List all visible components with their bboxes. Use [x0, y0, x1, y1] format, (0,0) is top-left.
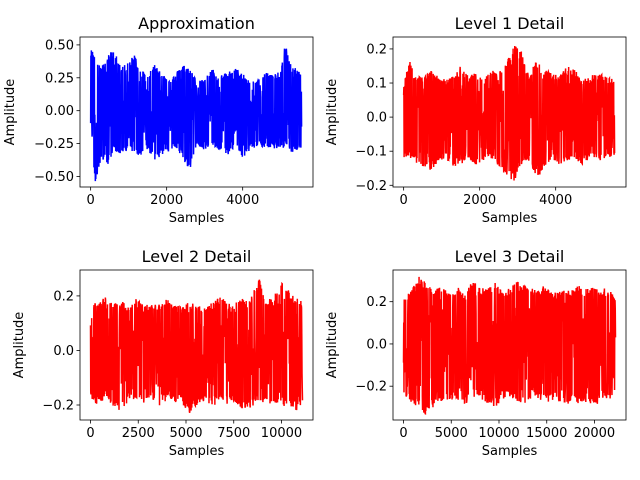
x-axis-label: Samples [169, 444, 225, 459]
subplot-title: Level 1 Detail [455, 14, 565, 33]
axes-frame [79, 36, 314, 188]
x-tick-label: 15000 [526, 426, 567, 441]
subplot-3: 0 2500 5000 7500 10000 −0.2 0.0 0.2 Level 2 Deta… [12, 247, 314, 459]
x-tick-label: 4000 [539, 193, 572, 208]
y-tick-label: −0.2 [355, 179, 387, 194]
y-tick-label: 0.2 [366, 42, 387, 57]
y-axis-label: Amplitude [12, 312, 27, 379]
y-tick-label: −0.2 [42, 399, 74, 414]
y-axis-label: Amplitude [3, 79, 18, 146]
x-tick-label: 4000 [226, 193, 259, 208]
subplot-grid: 0 2000 4000−0.50−0.250.000.250.50Approxima… [3, 14, 627, 459]
x-tick-label: 10000 [478, 426, 519, 441]
axes-frame [392, 36, 627, 188]
x-tick-label: 5000 [169, 426, 202, 441]
x-tick-label: 0 [87, 193, 95, 208]
subplot-1: 0 2000 4000 −0.50 −0.25 0.00 0.25 0.50 Approxima… [3, 14, 314, 226]
x-axis-label: Samples [482, 444, 538, 459]
y-tick-label: 0.2 [53, 289, 74, 304]
y-tick-label: −0.50 [34, 170, 74, 185]
x-tick-label: 7500 [217, 426, 250, 441]
y-tick-label: 0.00 [45, 104, 74, 119]
series-line [402, 276, 617, 415]
x-tick-label: 2000 [150, 193, 183, 208]
y-axis-label: Amplitude [325, 79, 340, 146]
y-axis-label: Amplitude [325, 312, 340, 379]
y-tick-label: −0.2 [355, 380, 387, 395]
y-tick-label: 0.50 [45, 38, 74, 53]
y-tick-label: 0.0 [53, 344, 74, 359]
subplot-4: 0 5000 10000 15000 20000 −0.2 0.0 0.2 Level 3 De… [325, 247, 627, 459]
subplot-title: Level 3 Detail [455, 247, 565, 266]
y-tick-label: 0.0 [366, 337, 387, 352]
y-tick-label: 0.2 [366, 295, 387, 310]
y-tick-label: −0.1 [355, 145, 387, 160]
series-line [89, 279, 304, 413]
subplot-title: Approximation [138, 14, 255, 33]
y-tick-label: 0.0 [366, 111, 387, 126]
x-axis-label: Samples [169, 211, 225, 226]
y-tick-label: 0.1 [366, 77, 387, 92]
series-line [402, 46, 616, 181]
x-tick-label: 0 [86, 426, 94, 441]
x-tick-label: 20000 [574, 426, 615, 441]
x-axis-label: Samples [482, 211, 538, 226]
x-tick-label: 0 [400, 193, 408, 208]
x-tick-label: 2500 [122, 426, 155, 441]
series-line [89, 48, 303, 182]
axes-frame [392, 269, 627, 421]
y-tick-label: 0.25 [45, 71, 74, 86]
subplot-2: 0 2000 4000 −0.2 −0.1 0.0 0.1 0.2 Level 1 Detail… [325, 14, 627, 226]
y-tick-label: −0.25 [34, 137, 74, 152]
x-tick-label: 2000 [463, 193, 496, 208]
x-tick-label: 5000 [435, 426, 468, 441]
x-tick-label: 10000 [261, 426, 302, 441]
subplot-title: Level 2 Detail [142, 247, 252, 266]
x-tick-label: 0 [399, 426, 407, 441]
axes-frame [79, 269, 314, 421]
